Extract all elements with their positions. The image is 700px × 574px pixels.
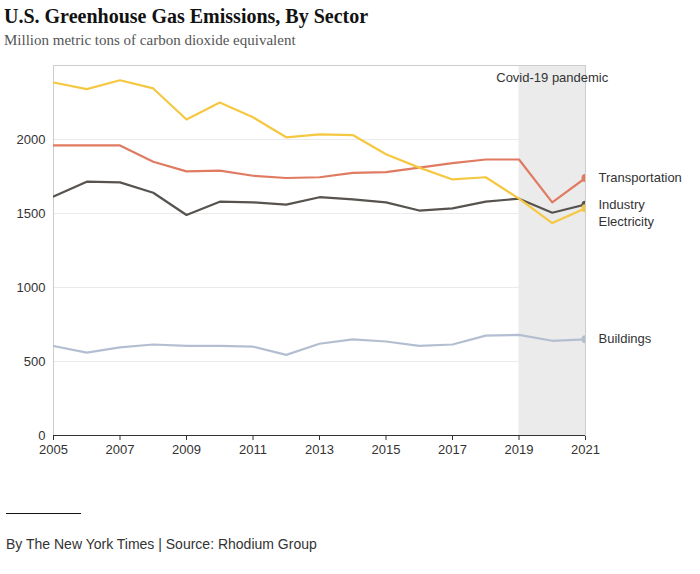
- svg-text:2009: 2009: [172, 442, 201, 457]
- svg-text:Industry: Industry: [599, 197, 646, 212]
- svg-text:Covid-19 pandemic: Covid-19 pandemic: [496, 70, 609, 85]
- svg-text:2015: 2015: [372, 442, 401, 457]
- html-text:By The New York Times | Source: By The New York Times | Source: Rhodium …: [6, 536, 317, 552]
- svg-text:2017: 2017: [438, 442, 467, 457]
- svg-text:Transportation: Transportation: [599, 170, 682, 185]
- svg-text:2013: 2013: [305, 442, 334, 457]
- svg-text:2005: 2005: [39, 442, 68, 457]
- svg-text:500: 500: [24, 354, 46, 369]
- svg-text:2000: 2000: [17, 132, 46, 147]
- svg-text:1500: 1500: [17, 206, 46, 221]
- svg-text:2011: 2011: [239, 442, 267, 457]
- svg-text:2021: 2021: [571, 442, 600, 457]
- svg-text:1000: 1000: [17, 280, 46, 295]
- html-text:U.S. Greenhouse Gas Emissions,: U.S. Greenhouse Gas Emissions, By Sector: [4, 5, 369, 27]
- svg-text:Buildings: Buildings: [599, 331, 652, 346]
- svg-text:2019: 2019: [505, 442, 534, 457]
- svg-text:0: 0: [38, 428, 45, 443]
- svg-text:2007: 2007: [106, 442, 135, 457]
- svg-text:Electricity: Electricity: [599, 214, 655, 229]
- html-text:Million metric tons of carbon: Million metric tons of carbon dioxide eq…: [4, 32, 296, 48]
